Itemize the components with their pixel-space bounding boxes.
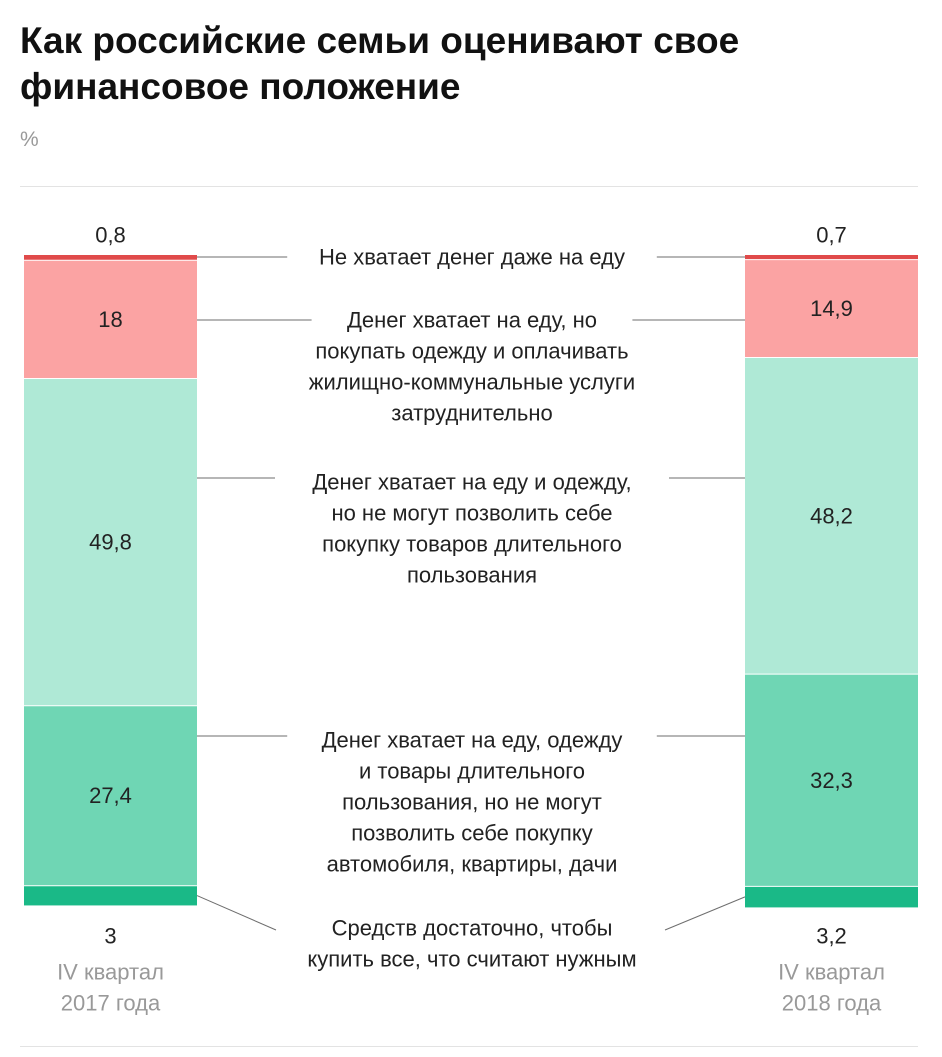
legend-label: купить все, что считают нужным	[307, 947, 636, 972]
legend-label: Денег хватает на еду, одежду	[322, 728, 623, 753]
legend-label: пользования	[407, 563, 537, 588]
value-label: 32,3	[810, 768, 853, 793]
legend-label: покупку товаров длительного	[322, 532, 622, 557]
bar-segment	[24, 705, 197, 886]
legend-label: жилищно-коммунальные услуги	[309, 370, 635, 395]
legend-label: но не могут позволить себе	[331, 501, 612, 526]
bar-segment	[24, 255, 197, 261]
bar-segment	[745, 255, 918, 260]
legend-label: Средств достаточно, чтобы	[332, 916, 613, 941]
legend-label: позволить себе покупку	[351, 821, 592, 846]
legend-label: автомобиля, квартиры, дачи	[327, 852, 618, 877]
value-label: 49,8	[89, 530, 132, 555]
legend-label: покупать одежду и оплачивать	[315, 339, 628, 364]
bar-segment	[24, 378, 197, 706]
value-label: 0,7	[816, 223, 847, 248]
bar-segment	[745, 357, 918, 675]
bottom-divider	[20, 1046, 918, 1047]
unit-label: %	[20, 128, 39, 151]
category-label: IV квартал	[57, 960, 164, 985]
bar-segment	[745, 886, 918, 908]
value-label: 0,8	[95, 223, 126, 248]
legend-label: Не хватает денег даже на еду	[319, 245, 625, 270]
bar-segment	[745, 259, 918, 358]
bar-segment	[745, 674, 918, 887]
value-label: 14,9	[810, 296, 853, 321]
legend-label: и товары длительного	[359, 759, 585, 784]
bar-segment	[24, 260, 197, 379]
value-label: 3,2	[816, 924, 847, 949]
leader-line	[196, 895, 277, 931]
category-label: IV квартал	[778, 960, 885, 985]
value-label: 48,2	[810, 503, 853, 528]
top-divider	[20, 186, 918, 187]
legend-label: Денег хватает на еду и одежду,	[312, 470, 631, 495]
category-label: 2017 года	[61, 991, 161, 1016]
legend-label: затруднительно	[391, 401, 552, 426]
value-label: 3	[104, 924, 116, 949]
chart-title: Как российские семьи оценивают свое фина…	[20, 20, 740, 107]
legend-label: Денег хватает на еду, но	[347, 308, 597, 333]
value-label: 27,4	[89, 783, 132, 808]
bar-segment	[24, 885, 197, 906]
value-label: 18	[98, 307, 122, 332]
legend-label: пользования, но не могут	[342, 790, 602, 815]
leader-line	[664, 896, 746, 931]
category-label: 2018 года	[782, 991, 882, 1016]
